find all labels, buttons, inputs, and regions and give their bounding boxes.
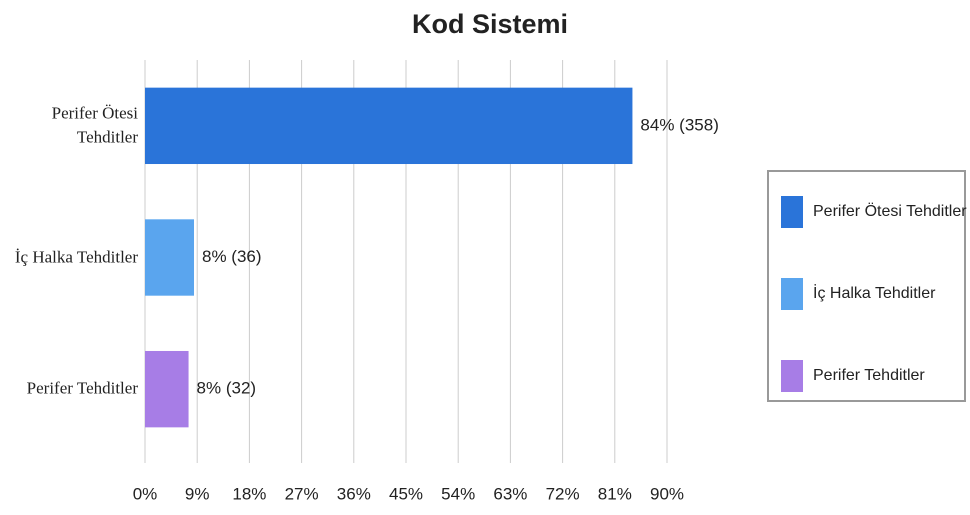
x-tick-label: 54% xyxy=(441,484,475,503)
x-tick-label: 27% xyxy=(285,484,319,503)
legend-swatch xyxy=(781,196,803,228)
value-label: 84% (358) xyxy=(640,115,718,134)
legend-label: Perifer Tehditler xyxy=(813,367,925,384)
legend-swatch xyxy=(781,278,803,310)
bar xyxy=(145,350,189,428)
x-tick-label: 0% xyxy=(133,484,158,503)
chart-title: Kod Sistemi xyxy=(412,9,568,39)
legend-label: İç Halka Tehditler xyxy=(813,285,936,302)
x-tick-label: 90% xyxy=(650,484,684,503)
x-tick-label: 18% xyxy=(232,484,266,503)
x-tick-label: 45% xyxy=(389,484,423,503)
legend-item: Perifer Ötesi Tehditler xyxy=(781,196,967,228)
bar xyxy=(145,87,633,165)
value-label: 8% (36) xyxy=(202,247,262,266)
legend-label: Perifer Ötesi Tehditler xyxy=(813,203,967,220)
legend: Perifer Ötesi Tehditler İç Halka Tehditle… xyxy=(767,170,967,402)
value-label: 8% (32) xyxy=(197,379,257,398)
x-tick-label: 36% xyxy=(337,484,371,503)
x-tick-label: 63% xyxy=(493,484,527,503)
legend-item: Perifer Tehditler xyxy=(781,360,925,392)
y-tick-label: İç Halka Tehditler xyxy=(14,247,138,267)
x-tick-label: 9% xyxy=(185,484,210,503)
y-tick-label: Perifer Ötesi Tehditler xyxy=(51,103,138,147)
bar xyxy=(145,219,195,296)
x-tick-label: 81% xyxy=(598,484,632,503)
x-tick-label: 72% xyxy=(546,484,580,503)
legend-swatch xyxy=(781,360,803,392)
y-tick-label: Perifer Tehditler xyxy=(26,378,138,398)
legend-item: İç Halka Tehditler xyxy=(781,278,935,310)
